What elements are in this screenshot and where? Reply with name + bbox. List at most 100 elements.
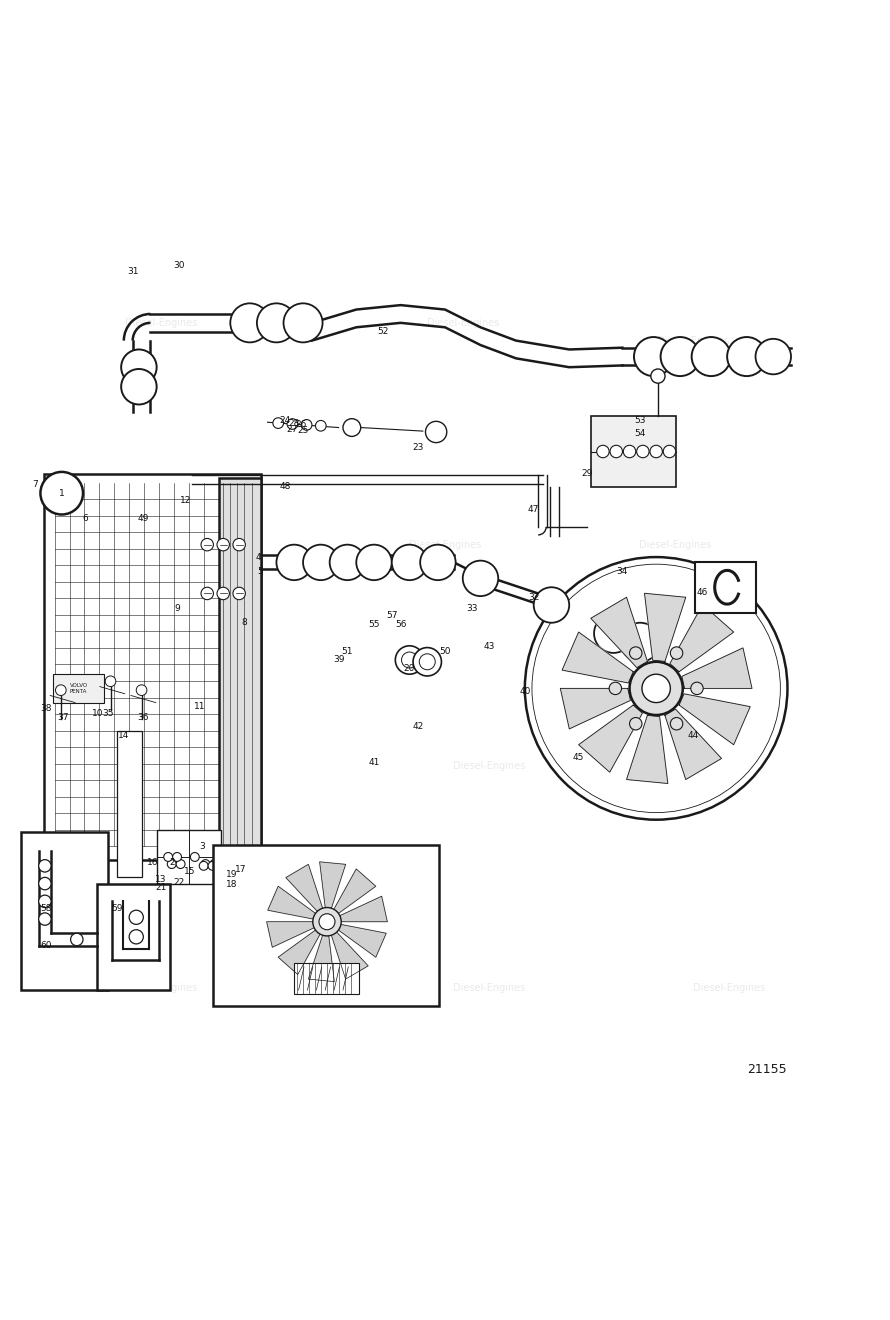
- Text: 36: 36: [138, 713, 150, 722]
- Circle shape: [257, 304, 296, 342]
- Circle shape: [463, 561, 498, 597]
- Circle shape: [277, 545, 312, 581]
- Bar: [591, 416, 676, 487]
- Text: 18: 18: [226, 880, 238, 888]
- Circle shape: [173, 853, 182, 862]
- Text: 48: 48: [279, 483, 291, 491]
- Text: 55: 55: [368, 620, 380, 630]
- Bar: [44, 474, 262, 859]
- Text: 10: 10: [92, 709, 103, 718]
- Circle shape: [420, 545, 456, 581]
- Circle shape: [176, 859, 185, 869]
- Text: 11: 11: [194, 702, 206, 710]
- Circle shape: [129, 911, 143, 924]
- Polygon shape: [267, 921, 314, 948]
- Text: 54: 54: [635, 429, 646, 438]
- Polygon shape: [578, 705, 643, 772]
- Text: 3: 3: [199, 842, 205, 851]
- Circle shape: [40, 473, 83, 515]
- Circle shape: [660, 337, 700, 376]
- Text: Diesel-Engines: Diesel-Engines: [125, 983, 198, 993]
- Circle shape: [38, 859, 51, 873]
- Text: 27: 27: [287, 425, 298, 434]
- Polygon shape: [279, 931, 320, 974]
- Text: 42: 42: [413, 722, 424, 731]
- Circle shape: [413, 648, 441, 676]
- Polygon shape: [340, 896, 387, 921]
- Circle shape: [210, 859, 219, 869]
- Circle shape: [233, 539, 246, 550]
- Text: Diesel-Engines: Diesel-Engines: [125, 540, 198, 549]
- Text: 21155: 21155: [747, 1064, 787, 1076]
- Circle shape: [208, 862, 217, 870]
- Bar: [53, 675, 104, 702]
- Circle shape: [419, 653, 435, 669]
- Text: Diesel-Engines: Diesel-Engines: [692, 983, 765, 993]
- Circle shape: [670, 647, 683, 659]
- Text: 1: 1: [59, 488, 65, 498]
- Text: 35: 35: [102, 709, 114, 718]
- Text: Diesel-Engines: Diesel-Engines: [409, 540, 481, 549]
- Bar: [117, 731, 142, 878]
- Text: 22: 22: [174, 878, 184, 887]
- Circle shape: [525, 557, 788, 820]
- Text: 41: 41: [368, 758, 380, 767]
- Text: 12: 12: [181, 496, 191, 504]
- Text: 37: 37: [58, 713, 69, 722]
- Text: 5: 5: [257, 566, 263, 576]
- Polygon shape: [308, 936, 335, 982]
- Circle shape: [273, 418, 284, 429]
- Circle shape: [425, 421, 447, 442]
- Text: 33: 33: [465, 605, 477, 612]
- Text: 23: 23: [413, 442, 424, 451]
- Text: 57: 57: [386, 611, 398, 620]
- Polygon shape: [334, 869, 376, 913]
- Text: 17: 17: [235, 865, 247, 874]
- Circle shape: [129, 929, 143, 944]
- Circle shape: [756, 339, 791, 375]
- Text: 4: 4: [255, 553, 262, 562]
- Circle shape: [217, 539, 230, 550]
- Circle shape: [629, 718, 642, 730]
- Circle shape: [105, 676, 116, 686]
- Text: 49: 49: [138, 513, 149, 523]
- Circle shape: [663, 445, 676, 458]
- Bar: [97, 883, 170, 990]
- Text: 32: 32: [528, 594, 539, 602]
- Text: 46: 46: [697, 589, 708, 597]
- Text: 31: 31: [127, 267, 139, 276]
- Circle shape: [634, 337, 673, 376]
- Polygon shape: [561, 689, 630, 729]
- Circle shape: [650, 445, 662, 458]
- Circle shape: [670, 718, 683, 730]
- Text: 21: 21: [156, 883, 166, 891]
- Text: Diesel-Engines: Diesel-Engines: [426, 318, 499, 327]
- Circle shape: [121, 350, 157, 385]
- Circle shape: [691, 682, 703, 694]
- Text: 58: 58: [40, 904, 52, 913]
- Bar: [695, 561, 756, 612]
- Text: 28: 28: [288, 420, 300, 429]
- Text: 24: 24: [279, 416, 291, 425]
- Circle shape: [231, 304, 270, 342]
- Circle shape: [596, 445, 609, 458]
- Text: 45: 45: [572, 754, 584, 762]
- Circle shape: [651, 370, 665, 383]
- Text: 39: 39: [333, 656, 344, 664]
- Polygon shape: [665, 709, 722, 780]
- Text: Diesel-Engines: Diesel-Engines: [640, 540, 712, 549]
- Circle shape: [401, 652, 417, 668]
- Text: 13: 13: [156, 875, 166, 883]
- Circle shape: [199, 862, 208, 870]
- Circle shape: [167, 859, 176, 869]
- Text: 25: 25: [297, 426, 309, 434]
- Text: 50: 50: [440, 647, 450, 656]
- Polygon shape: [320, 862, 345, 908]
- Text: 16: 16: [147, 858, 158, 867]
- Circle shape: [201, 859, 210, 869]
- Circle shape: [217, 587, 230, 599]
- Text: 8: 8: [241, 618, 247, 627]
- Text: Diesel-Engines: Diesel-Engines: [453, 762, 526, 771]
- Text: 20: 20: [404, 664, 416, 673]
- Polygon shape: [268, 886, 316, 919]
